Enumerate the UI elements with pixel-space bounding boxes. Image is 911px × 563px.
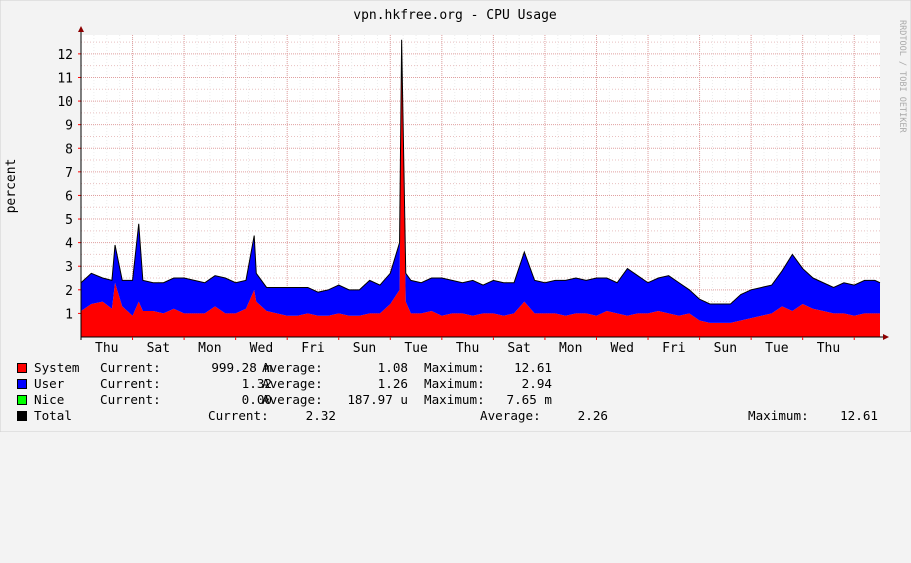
legend-swatch-system (17, 363, 27, 373)
x-tick-label: Sun (353, 341, 376, 356)
y-tick-label: 3 (65, 260, 73, 275)
x-tick-label: Thu (817, 341, 840, 356)
y-tick-label: 12 (57, 48, 73, 63)
area-system (81, 42, 880, 337)
legend: System Current: 999.28 m Average: 1.08 M… (0, 360, 911, 430)
x-tick-label: Sun (714, 341, 737, 356)
y-tick-label: 1 (65, 307, 73, 322)
current-label: Current: (100, 360, 161, 375)
maximum-value: 7.65 m (506, 392, 553, 407)
average-label: Average: (262, 376, 323, 391)
current-label: Current: (100, 376, 161, 391)
legend-swatch-user (17, 379, 27, 389)
legend-name: Total (34, 408, 72, 423)
x-tick-label: Thu (95, 341, 118, 356)
rrdtool-watermark: RRDTOOL / TOBI OETIKER (897, 20, 907, 133)
total-line (80, 39, 881, 305)
x-tick-label: Sat (147, 341, 170, 356)
y-tick-label: 2 (65, 284, 73, 299)
maximum-label: Maximum: (424, 376, 485, 391)
y-tick-label: 5 (65, 213, 73, 228)
y-tick-label: 11 (57, 71, 73, 86)
x-tick-label: Tue (404, 341, 428, 356)
average-label: Average: (262, 392, 323, 407)
current-value: 999.28 m (211, 360, 272, 375)
legend-row-total: Total Current: 2.32 Average: 2.26 Maximu… (0, 408, 911, 424)
series-areas (80, 39, 881, 337)
current-value: 1.32 (241, 376, 272, 391)
x-tick-label: Mon (559, 341, 582, 356)
total-maximum-value: 12.61 (840, 408, 878, 423)
x-tick-label: Tue (765, 341, 789, 356)
x-tick-label: Wed (250, 341, 273, 356)
grid (81, 35, 880, 337)
legend-swatch-nice (17, 395, 27, 405)
legend-row-system: System Current: 999.28 m Average: 1.08 M… (0, 360, 911, 376)
x-tick-label: Wed (611, 341, 634, 356)
average-value: 187.97 u (347, 392, 408, 407)
x-tick-label: Fri (301, 341, 324, 356)
legend-row-user: User Current: 1.32 Average: 1.26 Maximum… (0, 376, 911, 392)
maximum-label: Maximum: (424, 392, 485, 407)
y-axis-arrow (78, 26, 84, 32)
average-label: Average: (262, 360, 323, 375)
y-tick-label: 9 (65, 119, 73, 134)
average-value: 1.08 (377, 360, 408, 375)
x-axis-arrow (883, 334, 889, 340)
total-current-value: 2.32 (305, 408, 336, 423)
average-value: 1.26 (377, 376, 408, 391)
x-tick-label: Sat (507, 341, 530, 356)
legend-name: User (34, 376, 65, 391)
y-tick-label: 6 (65, 189, 73, 204)
x-tick-label: Thu (456, 341, 479, 356)
legend-name: System (34, 360, 80, 375)
total-maximum-label: Maximum: (748, 408, 809, 423)
legend-row-nice: Nice Current: 0.00 Average: 187.97 u Max… (0, 392, 911, 408)
total-average-value: 2.26 (577, 408, 608, 423)
current-value: 0.00 (241, 392, 272, 407)
area-user (81, 39, 880, 323)
y-tick-label: 10 (57, 95, 73, 110)
chart-title: vpn.hkfree.org - CPU Usage (353, 8, 557, 23)
maximum-value: 2.94 (521, 376, 552, 391)
legend-name: Nice (34, 392, 65, 407)
y-tick-label: 7 (65, 166, 73, 181)
total-average-label: Average: (480, 408, 541, 423)
maximum-value: 12.61 (514, 360, 552, 375)
x-tick-label: Mon (198, 341, 221, 356)
total-current-label: Current: (208, 408, 269, 423)
current-label: Current: (100, 392, 161, 407)
y-axis-label: percent (4, 159, 19, 214)
y-tick-label: 4 (65, 237, 73, 252)
x-tick-label: Fri (662, 341, 685, 356)
y-tick-label: 8 (65, 142, 73, 157)
legend-swatch-total (17, 411, 27, 421)
maximum-label: Maximum: (424, 360, 485, 375)
